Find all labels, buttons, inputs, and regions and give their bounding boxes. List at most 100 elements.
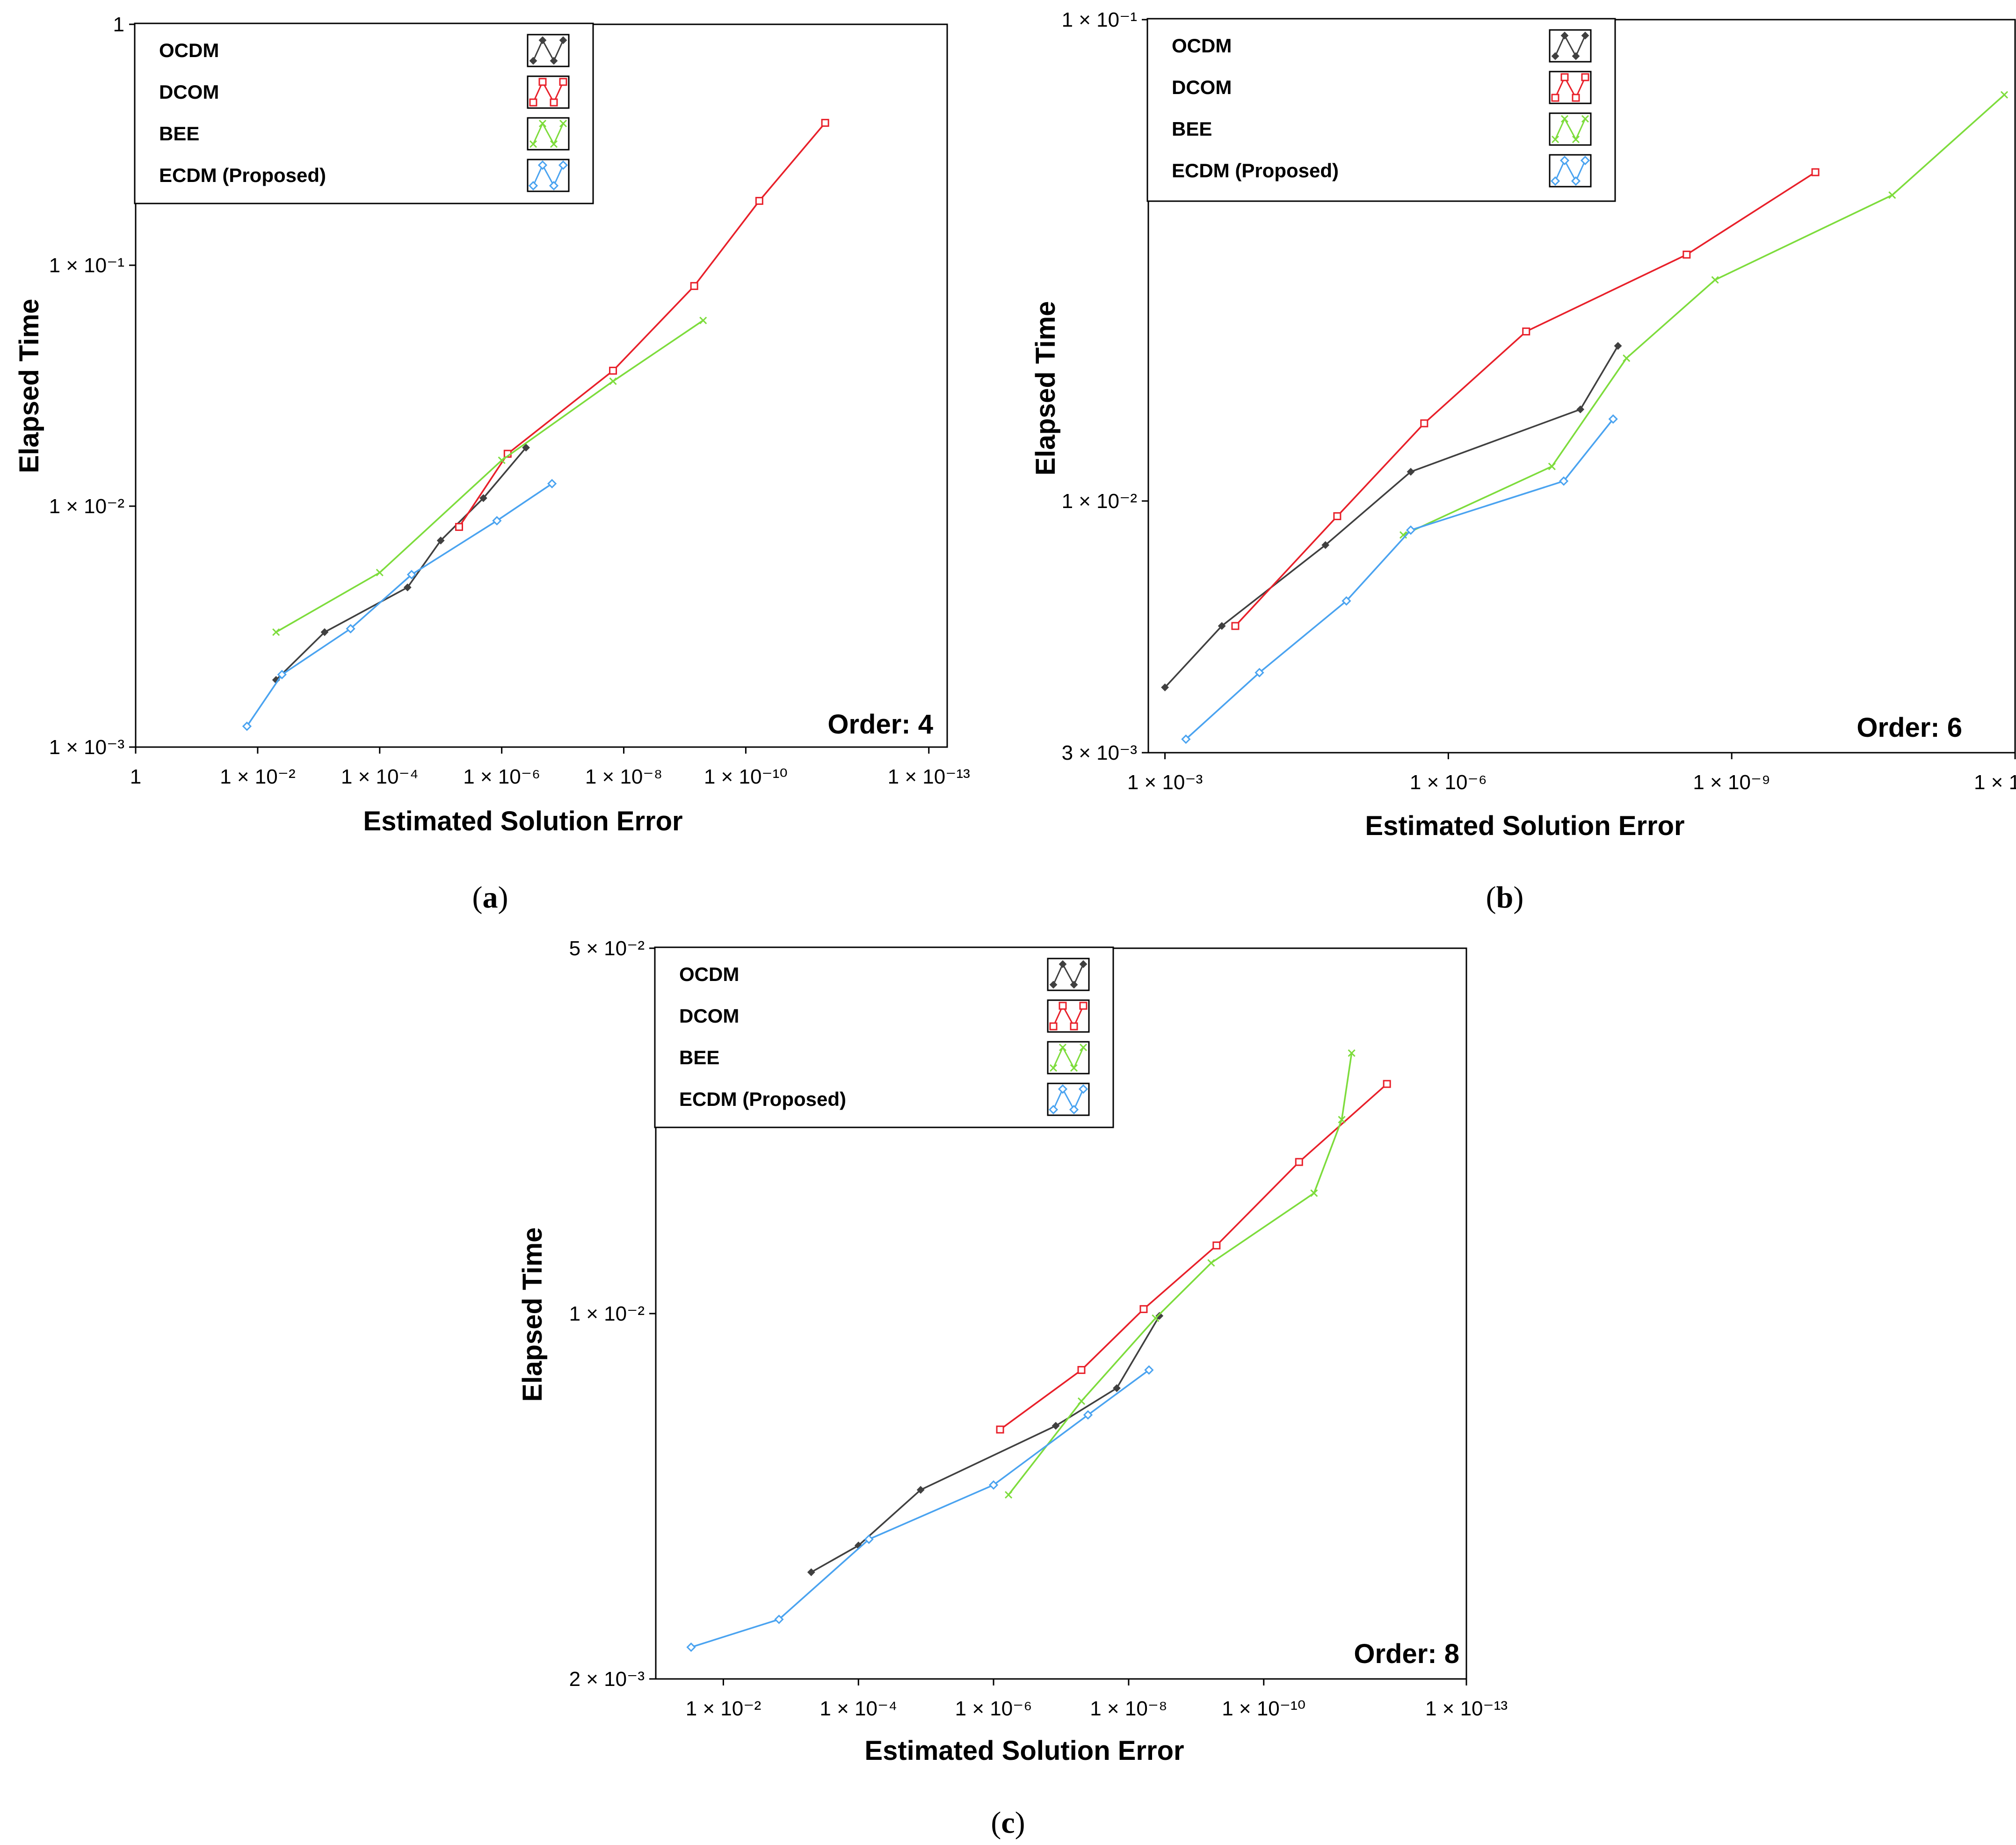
legend-box [134, 22, 594, 204]
data-point [996, 1425, 1004, 1434]
legend-swatch-marker [528, 181, 538, 191]
caption-letter: c [1001, 1806, 1015, 1840]
legend-swatch-marker [1560, 115, 1569, 123]
legend-swatch-marker [1070, 1064, 1078, 1072]
legend-swatch-marker [1079, 1002, 1088, 1010]
legend-swatch-marker [1059, 1043, 1067, 1052]
data-point [755, 196, 763, 205]
legend: OCDM DCOM BEE ECDM (Proposed) [1146, 18, 1616, 202]
legend-swatch-marker [1572, 94, 1580, 102]
legend-swatch-marker [1560, 73, 1569, 81]
legend-item: DCOM [679, 999, 1090, 1033]
data-point [1310, 1189, 1318, 1197]
legend-label: OCDM [159, 39, 219, 61]
data-point [492, 516, 502, 526]
x-tick-label: 1 × 10⁻¹⁰ [1222, 1697, 1305, 1720]
x-tick-labels: 1 × 10⁻² 1 × 10⁻⁴ 1 × 10⁻⁶ 1 × 10⁻⁸ 1 × 10⁻¹… [686, 1679, 1508, 1720]
series-line [275, 447, 527, 681]
x-tick-label: 1 × 10⁻⁴ [341, 765, 419, 788]
data-point [1614, 342, 1622, 350]
y-axis-title: Elapsed Time [1030, 301, 1061, 476]
order-label: Order: 4 [827, 709, 933, 740]
legend-swatch-marker [1572, 52, 1580, 60]
legend-swatch-line [1554, 75, 1586, 100]
legend-label: ECDM (Proposed) [679, 1088, 846, 1110]
data-point [1321, 541, 1330, 549]
data-point [916, 1486, 925, 1494]
panel-a: 1 1 × 10⁻² 1 × 10⁻⁴ 1 × 10⁻⁶ 1 × 10⁻⁸ 1 × 10⁻… [14, 13, 970, 915]
y-tick-label: 2 × 10⁻³ [569, 1668, 645, 1691]
legend-swatch-marker [1079, 1043, 1088, 1052]
series-layer [686, 1049, 1391, 1652]
legend-swatch-marker [1049, 1064, 1058, 1072]
data-point [346, 624, 355, 634]
data-point [436, 537, 445, 545]
legend-swatch-marker [1079, 960, 1088, 968]
legend-swatch-marker [1560, 31, 1569, 40]
x-tick-label: 1 × 10⁻⁴ [819, 1697, 897, 1720]
data-point [686, 1642, 696, 1652]
legend-swatch-marker [1551, 52, 1559, 60]
legend-label: OCDM [679, 963, 739, 985]
legend-swatch-line [1554, 34, 1586, 58]
x-tick-label: 1 × 10⁻² [220, 765, 295, 788]
x-tick-label: 1 × 10⁻¹³ [888, 765, 970, 788]
data-point [1682, 250, 1691, 259]
data-point [1406, 525, 1416, 535]
legend-swatch-line [1052, 1046, 1084, 1070]
x-tick-labels: 1 × 10⁻³ 1 × 10⁻⁶ 1 × 10⁻⁹ 1 × 10⁻¹² [1127, 753, 2016, 794]
data-point [479, 494, 487, 502]
caption-letter: b [1496, 880, 1514, 915]
series-ocdm [272, 443, 530, 684]
series-ocdm [1161, 342, 1622, 691]
legend-item: DCOM [1172, 71, 1592, 104]
data-point [376, 568, 384, 577]
data-point [1052, 1422, 1060, 1430]
data-point [1113, 1384, 1121, 1392]
legend-swatch-marker [559, 78, 567, 86]
legend-swatch-marker [1550, 176, 1560, 186]
data-point [821, 119, 829, 127]
series-ecdm-proposed [686, 1365, 1154, 1652]
data-point [1139, 1305, 1148, 1313]
legend-item: OCDM [679, 958, 1090, 991]
legend-swatch-marker [537, 160, 548, 170]
legend-item: ECDM (Proposed) [679, 1082, 1090, 1116]
legend-swatch-marker [559, 36, 567, 44]
series-line [246, 483, 553, 727]
panel-caption: (c) [991, 1806, 1025, 1840]
legend-swatch-marker [538, 119, 547, 128]
legend-swatch-marker [1572, 135, 1580, 144]
legend-label: DCOM [1172, 76, 1232, 98]
legend-swatch-marker [558, 160, 568, 170]
legend-box [654, 946, 1114, 1128]
y-tick-label: 1 × 10⁻² [49, 495, 124, 518]
legend-swatch-marker [529, 98, 537, 107]
data-point [1383, 1080, 1391, 1088]
x-tick-label: 1 × 10⁻¹³ [1425, 1697, 1508, 1720]
data-point [1083, 1410, 1093, 1420]
y-axis-title: Elapsed Time [517, 1228, 548, 1402]
legend-swatch-line [1052, 1004, 1084, 1028]
data-point [1559, 476, 1569, 486]
legend-swatch-marker [1559, 155, 1570, 166]
data-point [455, 523, 463, 531]
panel-b: 1 × 10⁻³ 1 × 10⁻⁶ 1 × 10⁻⁹ 1 × 10⁻¹² 3 × 10… [1030, 8, 2016, 915]
x-axis-title: Estimated Solution Error [1365, 811, 1684, 841]
series-dcom [1231, 168, 1820, 630]
legend-swatch-line [532, 38, 564, 63]
data-point [522, 443, 530, 452]
series-line [1000, 1083, 1388, 1431]
order-label: Order: 8 [1354, 1639, 1459, 1669]
data-point [1888, 191, 1896, 199]
legend-swatch-line [1554, 117, 1586, 141]
x-tick-label: 1 × 10⁻² [686, 1697, 761, 1720]
series-line [458, 122, 826, 528]
data-point [1399, 531, 1407, 539]
legend-swatch-line [1052, 1087, 1084, 1111]
legend: OCDM DCOM BEE ECDM (Proposed) [654, 946, 1114, 1128]
data-point [807, 1568, 815, 1576]
x-tick-label: 1 × 10⁻⁹ [1693, 771, 1770, 794]
legend-swatch-marker [1581, 115, 1589, 123]
